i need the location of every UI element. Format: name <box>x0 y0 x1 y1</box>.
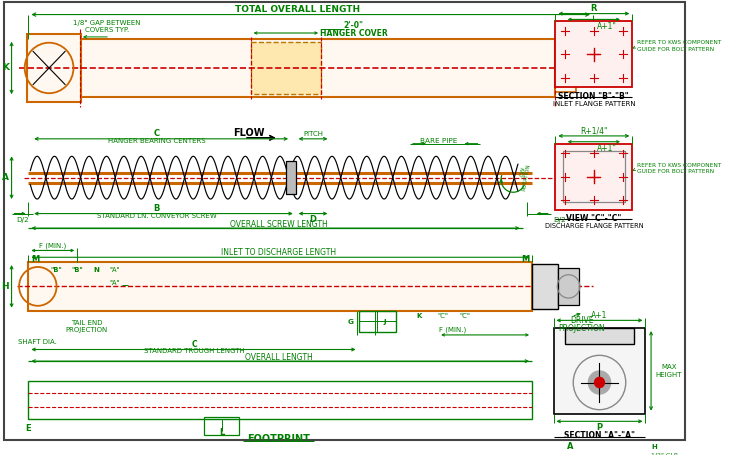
Text: P: P <box>596 423 602 432</box>
Text: K: K <box>1 63 9 72</box>
Bar <box>28 39 556 97</box>
Text: D/2: D/2 <box>554 217 566 223</box>
Text: K: K <box>417 313 422 318</box>
Bar <box>556 144 632 210</box>
Text: 1/2" CLR.: 1/2" CLR. <box>651 453 680 455</box>
Bar <box>563 152 625 202</box>
Text: OVERALL SCREW LENGTH: OVERALL SCREW LENGTH <box>230 220 328 229</box>
Bar <box>286 161 296 194</box>
Text: F (MIN.): F (MIN.) <box>439 327 466 334</box>
Text: TOTAL OVERALL LENGTH: TOTAL OVERALL LENGTH <box>235 5 360 14</box>
Bar <box>556 21 632 87</box>
Text: G: G <box>348 319 354 325</box>
Bar <box>28 380 532 420</box>
Circle shape <box>588 371 611 394</box>
Bar <box>556 44 576 92</box>
Text: MAX: MAX <box>661 364 677 370</box>
Text: HANGER BEARING CENTERS: HANGER BEARING CENTERS <box>108 138 206 144</box>
Text: PROJECTION: PROJECTION <box>558 324 605 333</box>
Text: "C": "C" <box>437 313 448 318</box>
Text: A+1": A+1" <box>597 144 617 153</box>
Text: M: M <box>521 255 529 264</box>
Text: A+1: A+1 <box>591 311 607 320</box>
Text: BARE PIPE: BARE PIPE <box>420 138 457 144</box>
Text: 1/8" GAP BETWEEN: 1/8" GAP BETWEEN <box>74 20 141 26</box>
Text: C: C <box>154 130 160 138</box>
Text: HANGER COVER: HANGER COVER <box>320 29 388 37</box>
Text: DRIVE: DRIVE <box>570 316 593 325</box>
Text: "B": "B" <box>50 267 63 273</box>
Text: INLET TO DISCHARGE LENGTH: INLET TO DISCHARGE LENGTH <box>221 248 337 257</box>
Text: F (MIN.): F (MIN.) <box>39 243 66 249</box>
Text: SHAFT DIA.: SHAFT DIA. <box>18 339 57 345</box>
Text: ROTATION: ROTATION <box>521 164 531 192</box>
Bar <box>565 328 634 344</box>
Text: A: A <box>567 442 574 451</box>
Text: PITCH: PITCH <box>303 131 323 137</box>
Text: E: E <box>26 424 31 433</box>
Bar <box>558 268 579 305</box>
Text: FOOTPRINT: FOOTPRINT <box>247 434 310 444</box>
Text: C: C <box>191 340 197 349</box>
Text: "B": "B" <box>72 267 83 273</box>
Bar <box>358 311 396 332</box>
Bar <box>250 42 321 94</box>
Text: COVERS TYP.: COVERS TYP. <box>85 27 129 33</box>
Text: R+1/4": R+1/4" <box>580 126 607 136</box>
Text: PROJECTION: PROJECTION <box>66 327 108 333</box>
Text: HEIGHT: HEIGHT <box>656 372 682 378</box>
Text: DISCHARGE FLANGE PATTERN: DISCHARGE FLANGE PATTERN <box>545 223 643 229</box>
Text: CW: CW <box>519 166 526 177</box>
Text: A+1": A+1" <box>597 22 617 30</box>
Text: "A": "A" <box>110 279 120 285</box>
Text: N: N <box>93 267 99 273</box>
Bar <box>204 417 239 435</box>
Text: VIEW "C"-"C": VIEW "C"-"C" <box>566 214 621 223</box>
Bar <box>28 262 532 311</box>
Bar <box>532 264 558 309</box>
Text: A: A <box>1 173 9 182</box>
Text: D: D <box>310 215 317 224</box>
Text: TAIL END: TAIL END <box>71 320 102 326</box>
Bar <box>26 34 81 102</box>
Text: H: H <box>651 444 657 450</box>
Text: SECTION "A"-"A": SECTION "A"-"A" <box>564 431 635 440</box>
Text: REFER TO KWS COMPONENT: REFER TO KWS COMPONENT <box>637 162 721 167</box>
Text: 2'-0": 2'-0" <box>344 21 364 30</box>
Text: R: R <box>591 4 597 13</box>
Text: REFER TO KWS COMPONENT: REFER TO KWS COMPONENT <box>637 40 721 45</box>
Text: GUIDE FOR BOLT PATTERN: GUIDE FOR BOLT PATTERN <box>637 169 714 174</box>
Text: D/2: D/2 <box>17 217 29 223</box>
Circle shape <box>594 377 605 388</box>
Text: STANDARD TROUGH LENGTH: STANDARD TROUGH LENGTH <box>144 349 245 354</box>
Bar <box>576 51 593 86</box>
Text: M: M <box>31 255 39 264</box>
Text: FLOW: FLOW <box>233 128 264 138</box>
Text: H: H <box>1 282 9 291</box>
Text: J: J <box>383 319 386 325</box>
Text: INLET FLANGE PATTERN: INLET FLANGE PATTERN <box>553 101 635 107</box>
Text: "A": "A" <box>110 267 120 273</box>
Text: "C": "C" <box>459 313 470 318</box>
Text: L: L <box>219 429 224 438</box>
Text: STANDARD LN. CONVEYOR SCREW: STANDARD LN. CONVEYOR SCREW <box>97 212 217 218</box>
Bar <box>553 328 645 414</box>
Text: GUIDE FOR BOLT PATTERN: GUIDE FOR BOLT PATTERN <box>637 47 714 52</box>
Text: B: B <box>154 204 160 213</box>
Text: SECTION "B"-"B": SECTION "B"-"B" <box>558 91 629 101</box>
Text: OVERALL LENGTH: OVERALL LENGTH <box>245 353 312 362</box>
